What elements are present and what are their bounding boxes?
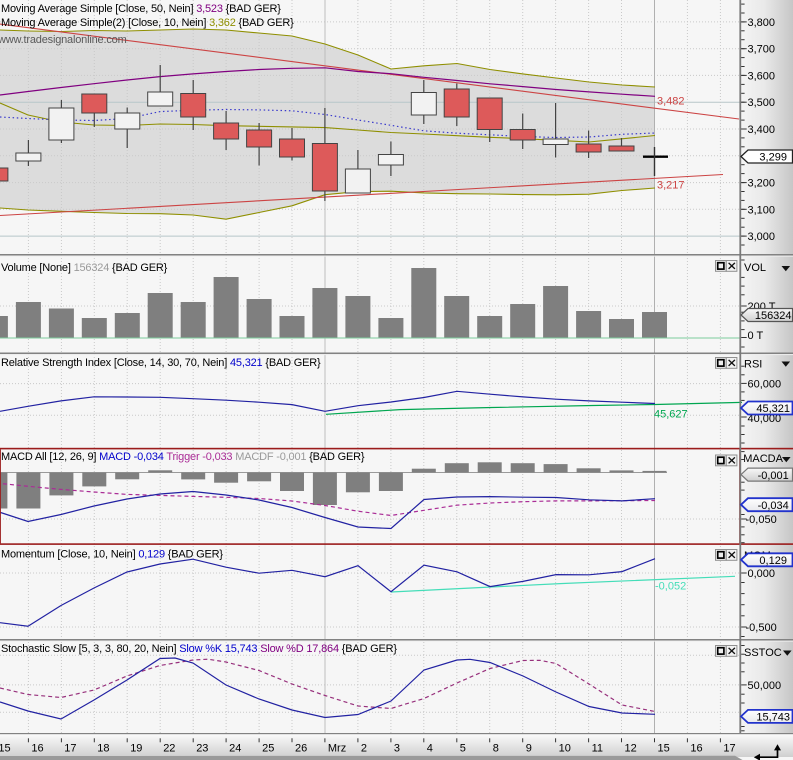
svg-text:24: 24	[229, 743, 241, 755]
svg-text:0 T: 0 T	[748, 330, 764, 342]
svg-text:RSI: RSI	[744, 359, 762, 371]
svg-text:45,627: 45,627	[654, 409, 688, 421]
svg-text:18: 18	[97, 743, 109, 755]
svg-text:3,500: 3,500	[748, 97, 776, 109]
svg-text:0,000: 0,000	[748, 568, 776, 580]
svg-text:25: 25	[262, 743, 274, 755]
svg-text:Mrz: Mrz	[328, 743, 346, 755]
svg-text:MACDA: MACDA	[743, 453, 783, 465]
svg-text:3,700: 3,700	[748, 44, 776, 56]
svg-text:4: 4	[427, 743, 433, 755]
svg-text:-0,050: -0,050	[746, 514, 777, 526]
svg-text:16: 16	[31, 743, 43, 755]
svg-text:Momentum [Close, 10, Nein] 0,1: Momentum [Close, 10, Nein] 0,129 {BAD GE…	[1, 549, 223, 561]
svg-text:17: 17	[64, 743, 76, 755]
svg-text:SSTOC: SSTOC	[744, 647, 782, 659]
svg-text:2: 2	[361, 743, 367, 755]
svg-text:VOL: VOL	[744, 262, 766, 274]
svg-text:9: 9	[526, 743, 532, 755]
svg-text:60,000: 60,000	[748, 379, 782, 391]
svg-text:45,321: 45,321	[756, 403, 790, 415]
svg-text:3: 3	[394, 743, 400, 755]
svg-text:5: 5	[460, 743, 466, 755]
svg-text:-0,052: -0,052	[655, 581, 686, 593]
svg-text:Moving Average Simple(2) [Clos: Moving Average Simple(2) [Close, 10, Nei…	[1, 17, 294, 29]
svg-text:3,200: 3,200	[748, 178, 776, 190]
svg-text:-0,001: -0,001	[758, 470, 789, 482]
svg-text:17: 17	[723, 743, 735, 755]
svg-text:50,000: 50,000	[748, 680, 782, 692]
svg-text:8: 8	[493, 743, 499, 755]
svg-text:-0,500: -0,500	[746, 622, 777, 634]
svg-text:19: 19	[130, 743, 142, 755]
svg-text:40,000: 40,000	[748, 413, 782, 425]
svg-text:www.tradesignalonline.com: www.tradesignalonline.com	[0, 34, 127, 46]
svg-text:Relative Strength Index [Close: Relative Strength Index [Close, 14, 30, …	[1, 357, 321, 369]
svg-text:Moving Average Simple [Close,: Moving Average Simple [Close, 50, Nein] …	[1, 3, 281, 15]
svg-text:16: 16	[690, 743, 702, 755]
svg-text:11: 11	[592, 743, 603, 755]
svg-text:15: 15	[0, 743, 11, 755]
svg-text:MACD All [12, 26, 9] MACD -0,0: MACD All [12, 26, 9] MACD -0,034 Trigger…	[1, 451, 365, 463]
svg-text:15: 15	[658, 743, 670, 755]
svg-text:156324: 156324	[755, 310, 792, 322]
svg-text:Volume [None] 156324 {BAD GER}: Volume [None] 156324 {BAD GER}	[1, 262, 168, 274]
svg-text:-0,034: -0,034	[758, 500, 789, 512]
svg-text:15,743: 15,743	[756, 712, 790, 724]
svg-text:22: 22	[163, 743, 175, 755]
svg-text:Stochastic Slow [5, 3, 3, 80,: Stochastic Slow [5, 3, 3, 80, 20, Nein] …	[1, 643, 397, 655]
svg-text:12: 12	[625, 743, 637, 755]
svg-text:3,000: 3,000	[748, 231, 776, 243]
svg-text:3,100: 3,100	[748, 204, 776, 216]
svg-text:3,400: 3,400	[748, 124, 776, 136]
svg-text:0,129: 0,129	[759, 555, 787, 567]
svg-text:3,800: 3,800	[748, 17, 776, 29]
svg-text:3,217: 3,217	[657, 180, 685, 192]
svg-text:3,482: 3,482	[657, 96, 685, 108]
svg-text:10: 10	[559, 743, 571, 755]
svg-text:3,299: 3,299	[759, 152, 787, 164]
svg-text:26: 26	[295, 743, 307, 755]
svg-text:23: 23	[196, 743, 208, 755]
svg-text:3,600: 3,600	[748, 70, 776, 82]
